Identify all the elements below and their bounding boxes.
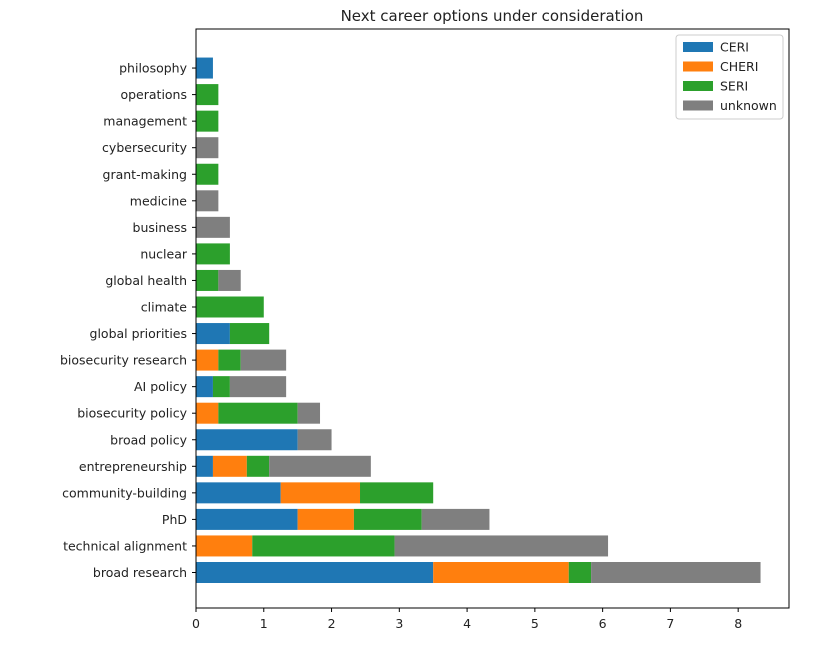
bar-unknown-11: [218, 269, 241, 291]
bar-ceri-19: [196, 57, 213, 79]
y-tick-label: cybersecurity: [102, 140, 188, 155]
y-tick-label: global priorities: [90, 326, 187, 341]
x-tick-label: 1: [260, 616, 268, 631]
x-tick-label: 0: [192, 616, 200, 631]
legend-swatch-ceri: [683, 42, 713, 52]
bar-ceri-3: [196, 482, 281, 504]
bar-seri-1: [252, 535, 395, 557]
y-tick-label: biosecurity research: [60, 353, 187, 368]
x-tick-label: 5: [531, 616, 539, 631]
bar-seri-17: [196, 110, 219, 132]
y-tick-label: business: [133, 220, 187, 235]
y-tick-label: medicine: [130, 193, 188, 208]
y-tick-label: global health: [105, 273, 187, 288]
bar-ceri-4: [196, 455, 213, 477]
bar-cheri-3: [280, 482, 360, 504]
bar-seri-12: [196, 243, 230, 265]
bars-layer: [196, 57, 761, 583]
legend-swatch-unknown: [683, 100, 713, 111]
bar-cheri-8: [196, 349, 219, 371]
bar-seri-7: [212, 376, 230, 398]
x-tick-label: 4: [463, 616, 471, 631]
bar-seri-0: [568, 562, 592, 583]
plot-frame: [195, 28, 790, 609]
chart-title: Next career options under consideration: [341, 7, 644, 25]
legend-box: [675, 34, 784, 120]
legend-swatch-seri: [683, 81, 713, 91]
bar-seri-10: [196, 296, 264, 318]
bar-unknown-8: [240, 349, 287, 371]
y-tick-label: management: [103, 114, 187, 129]
x-axis: 0 1 2 3 4 5 6 7 8: [192, 608, 742, 631]
bar-cheri-1: [196, 535, 253, 557]
bar-seri-15: [196, 163, 219, 185]
x-tick-label: 2: [328, 616, 336, 631]
bar-seri-4: [246, 455, 270, 477]
bar-ceri-2: [196, 508, 298, 530]
x-tick-label: 7: [666, 616, 674, 631]
y-tick-label: AI policy: [134, 379, 188, 394]
bar-unknown-2: [421, 508, 490, 530]
legend-label-ceri: CERI: [720, 40, 749, 55]
legend-label-unknown: unknown: [720, 98, 777, 113]
y-tick-label: PhD: [162, 512, 187, 527]
bar-ceri-7: [196, 376, 213, 398]
bar-cheri-2: [297, 508, 354, 530]
bar-seri-18: [196, 84, 219, 106]
y-tick-label: community-building: [62, 485, 187, 500]
bar-unknown-16: [196, 137, 219, 159]
y-tick-label: nuclear: [140, 246, 188, 261]
x-tick-label: 8: [734, 616, 742, 631]
bar-unknown-6: [297, 402, 321, 424]
bar-cheri-6: [196, 402, 219, 424]
y-tick-label: broad research: [93, 565, 187, 580]
legend-label-cheri: CHERI: [720, 59, 758, 74]
bar-ceri-9: [196, 323, 230, 345]
bar-unknown-1: [394, 535, 609, 557]
bar-seri-2: [353, 508, 422, 530]
y-tick-label: operations: [120, 87, 187, 102]
y-tick-label: entrepreneurship: [79, 459, 187, 474]
y-tick-label: biosecurity policy: [77, 406, 187, 421]
bar-cheri-0: [433, 562, 569, 583]
legend-label-seri: SERI: [720, 79, 748, 94]
bar-cheri-4: [212, 455, 247, 477]
bar-seri-3: [360, 482, 434, 504]
bar-ceri-0: [196, 562, 434, 583]
bar-unknown-14: [196, 190, 219, 212]
bar-ceri-5: [196, 429, 298, 451]
x-tick-label: 6: [599, 616, 607, 631]
y-tick-label: philosophy: [119, 61, 187, 76]
bar-unknown-7: [229, 376, 287, 398]
bar-seri-6: [218, 402, 298, 424]
y-axis: broad research technical alignment PhD comm…: [60, 61, 196, 580]
legend-swatch-cheri: [683, 61, 713, 72]
bar-seri-8: [218, 349, 241, 371]
bar-unknown-4: [269, 455, 371, 477]
bar-seri-11: [196, 269, 219, 291]
bar-unknown-0: [591, 562, 761, 583]
x-tick-label: 3: [395, 616, 403, 631]
bar-unknown-13: [196, 216, 230, 238]
y-tick-label: technical alignment: [63, 538, 187, 553]
bar-unknown-5: [297, 429, 332, 451]
legend: CERI CHERI SERI unknown: [675, 34, 784, 120]
y-tick-label: broad policy: [110, 432, 187, 447]
y-tick-label: climate: [141, 300, 188, 315]
bar-seri-9: [229, 323, 270, 345]
y-tick-label: grant-making: [103, 167, 187, 182]
